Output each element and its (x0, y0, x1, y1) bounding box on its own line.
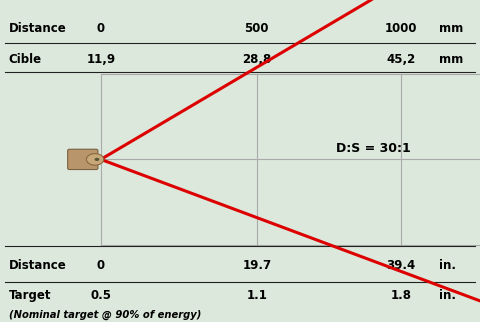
Text: 500: 500 (244, 23, 269, 35)
Text: in.: in. (439, 259, 456, 272)
Text: 0: 0 (97, 259, 105, 272)
Text: 45,2: 45,2 (386, 53, 415, 66)
Text: Distance: Distance (9, 23, 66, 35)
Text: in.: in. (439, 289, 456, 302)
Text: (Nominal target @ 90% of energy): (Nominal target @ 90% of energy) (9, 310, 201, 320)
Text: 1.8: 1.8 (390, 289, 411, 302)
Text: 11,9: 11,9 (86, 53, 115, 66)
Text: 19.7: 19.7 (242, 259, 271, 272)
Circle shape (95, 158, 99, 161)
Text: 28,8: 28,8 (242, 53, 271, 66)
Text: D:S = 30:1: D:S = 30:1 (336, 142, 411, 155)
Text: mm: mm (439, 53, 464, 66)
Text: Target: Target (9, 289, 51, 302)
Text: 0: 0 (97, 23, 105, 35)
Circle shape (86, 154, 104, 165)
Text: 39.4: 39.4 (386, 259, 415, 272)
Text: 1000: 1000 (384, 23, 417, 35)
Text: Cible: Cible (9, 53, 42, 66)
Text: 0.5: 0.5 (90, 289, 111, 302)
FancyBboxPatch shape (68, 149, 98, 170)
Text: 1.1: 1.1 (246, 289, 267, 302)
Text: mm: mm (439, 23, 464, 35)
Text: Distance: Distance (9, 259, 66, 272)
